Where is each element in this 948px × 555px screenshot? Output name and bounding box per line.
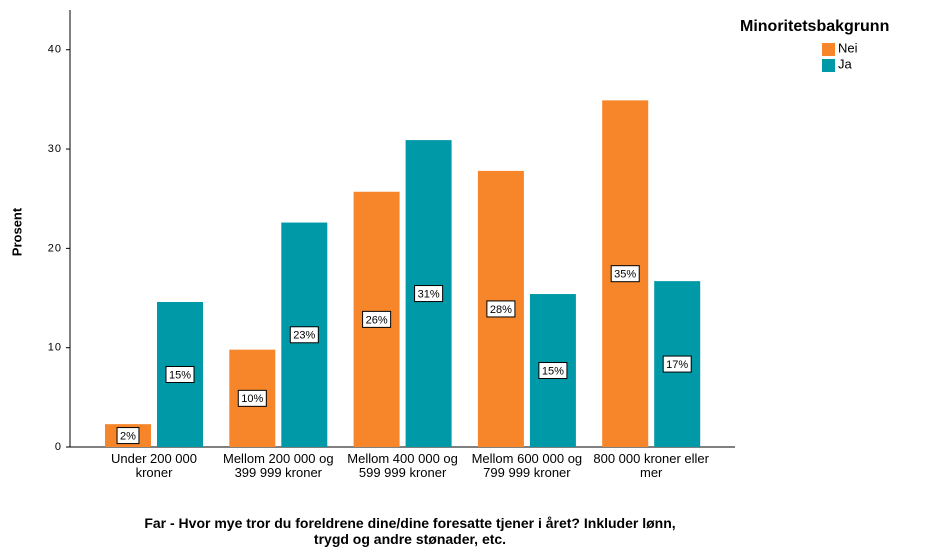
x-tick-label: Mellom 400 000 og 599 999 kroner: [347, 451, 458, 480]
value-label-box: [610, 265, 640, 283]
y-axis-title: Prosent: [9, 207, 24, 256]
x-tick-label: 800 000 kroner eller mer: [593, 451, 709, 480]
value-label: 31%: [418, 288, 440, 300]
value-label: 2%: [120, 430, 136, 442]
value-label: 10%: [241, 393, 263, 405]
legend-swatch: [822, 59, 835, 72]
value-label-box: [237, 389, 267, 407]
x-axis-title: Far - Hvor mye tror du foreldrene dine/d…: [144, 515, 676, 547]
value-label-box: [414, 285, 444, 303]
value-label-box: [289, 326, 319, 344]
y-tick-label: 30: [48, 143, 62, 155]
y-tick-label: 10: [48, 342, 62, 354]
legend-label: Nei: [838, 40, 858, 55]
value-label: 26%: [366, 314, 388, 326]
legend-label: Ja: [838, 56, 853, 71]
value-label-box: [165, 365, 195, 383]
value-label-box: [362, 310, 392, 328]
value-label-box: [116, 427, 140, 445]
legend-swatch: [822, 43, 835, 56]
x-tick-label: Mellom 200 000 og 399 999 kroner: [223, 451, 334, 480]
value-label-box: [486, 300, 516, 318]
value-label-box: [538, 362, 568, 380]
value-label: 15%: [542, 365, 564, 377]
value-label: 23%: [293, 330, 315, 342]
y-tick-label: 0: [55, 441, 62, 453]
y-tick-label: 40: [48, 44, 62, 56]
legend-title: Minoritetsbakgrunn: [740, 18, 889, 35]
value-label: 28%: [490, 304, 512, 316]
value-label: 35%: [614, 269, 636, 281]
value-label: 15%: [169, 369, 191, 381]
x-tick-label: Mellom 600 000 og 799 999 kroner: [471, 451, 583, 480]
value-label: 17%: [666, 359, 688, 371]
value-label-box: [662, 355, 692, 373]
y-tick-label: 20: [48, 242, 62, 254]
x-tick-label: Under 200 000 kroner: [110, 451, 197, 480]
